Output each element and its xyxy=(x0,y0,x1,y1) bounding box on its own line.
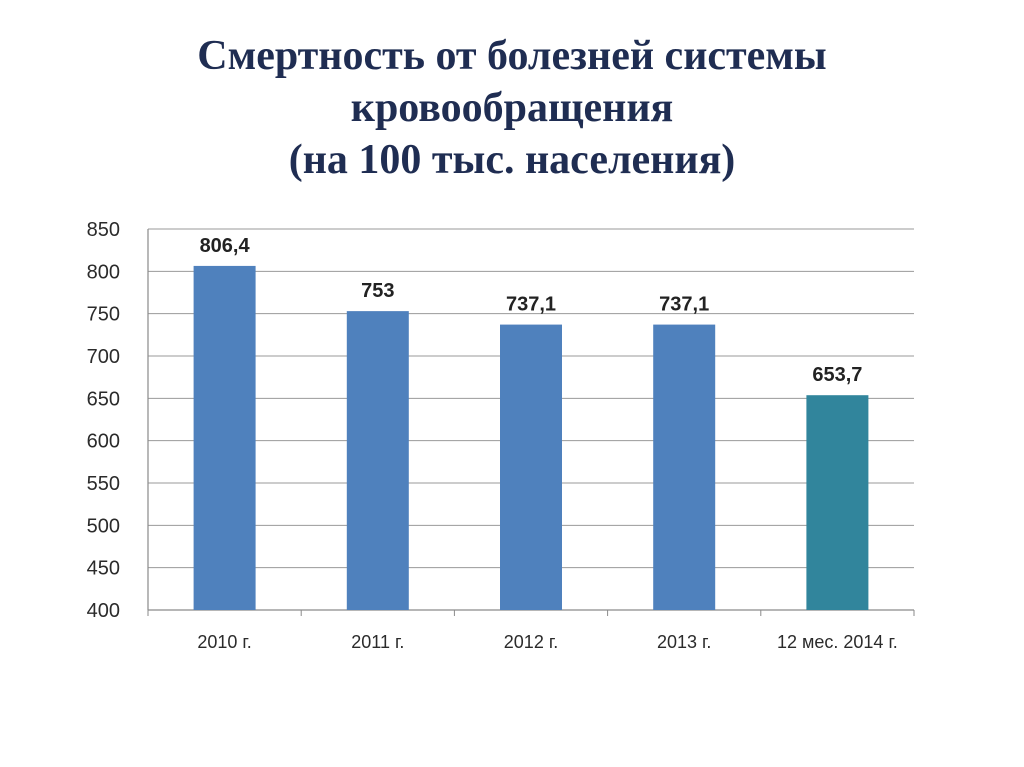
data-label: 753 xyxy=(361,280,394,302)
slide-title: Смертность от болезней системы кровообра… xyxy=(0,30,1024,186)
y-tick-label: 450 xyxy=(87,558,120,580)
category-label: 2012 г. xyxy=(504,632,558,652)
category-label: 12 мес. 2014 г. xyxy=(777,632,898,652)
y-tick-label: 500 xyxy=(87,515,120,537)
data-label: 806,4 xyxy=(200,235,251,257)
bar-1 xyxy=(193,265,256,610)
y-tick-label: 850 xyxy=(87,219,120,241)
bar-2 xyxy=(346,311,409,610)
y-tick-label: 800 xyxy=(87,261,120,283)
y-tick-label: 650 xyxy=(87,388,120,410)
title-line-2: кровообращения xyxy=(350,85,674,131)
y-tick-label: 550 xyxy=(87,473,120,495)
data-label: 737,1 xyxy=(506,294,556,316)
bar-4 xyxy=(653,324,716,610)
y-tick-label: 400 xyxy=(87,600,120,622)
y-tick-label: 750 xyxy=(87,304,120,326)
y-tick-label: 600 xyxy=(87,431,120,453)
category-label: 2010 г. xyxy=(197,632,251,652)
title-line-3: (на 100 тыс. населения) xyxy=(288,137,736,183)
y-tick-label: 700 xyxy=(87,346,120,368)
title-line-1: Смертность от болезней системы xyxy=(197,33,827,79)
bar-3 xyxy=(500,324,562,610)
category-label: 2011 г. xyxy=(351,632,404,652)
category-label: 2013 г. xyxy=(657,632,711,652)
data-label: 737,1 xyxy=(659,294,709,316)
data-label: 653,7 xyxy=(812,364,862,386)
bar-5 xyxy=(806,395,869,610)
